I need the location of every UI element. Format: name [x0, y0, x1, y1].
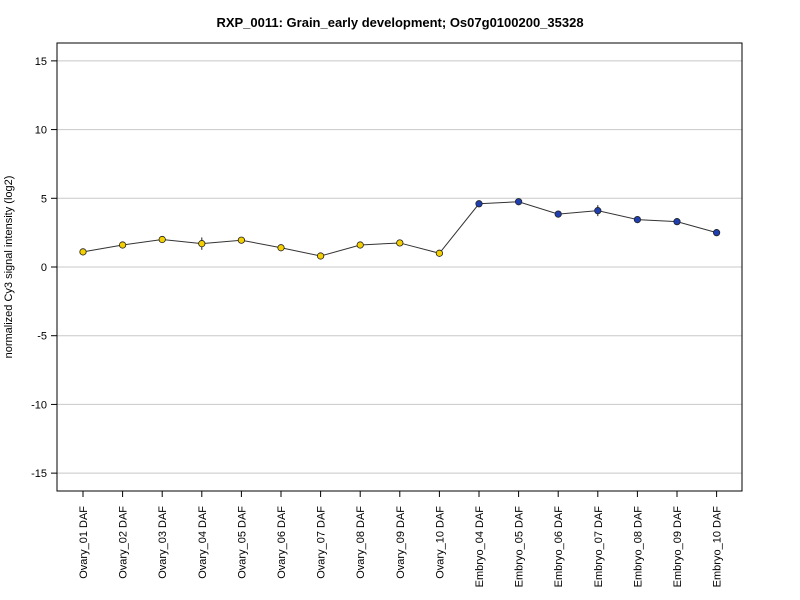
- x-tick-label: Embryo_04 DAF: [474, 506, 486, 588]
- chart-title: RXP_0011: Grain_early development; Os07g…: [216, 15, 583, 30]
- x-tick-label: Ovary_08 DAF: [355, 506, 367, 579]
- y-tick-label: 0: [41, 262, 47, 274]
- y-tick-label: 15: [35, 56, 47, 68]
- series-line: [82, 201, 717, 257]
- data-point: [554, 210, 562, 218]
- data-point: [158, 235, 166, 244]
- y-tick-label: -10: [31, 399, 47, 411]
- data-point: [712, 229, 721, 237]
- data-point: [633, 215, 642, 224]
- x-tick-label: Ovary_03 DAF: [157, 506, 169, 579]
- data-point: [396, 239, 404, 247]
- x-tick-label: Ovary_10 DAF: [434, 506, 446, 579]
- data-point: [198, 240, 206, 248]
- x-tick-label: Ovary_09 DAF: [395, 506, 407, 579]
- data-point: [673, 218, 681, 226]
- series: [79, 198, 721, 260]
- x-tick-label: Ovary_01 DAF: [78, 506, 90, 579]
- data-point: [435, 249, 443, 257]
- x-tick-label: Embryo_08 DAF: [632, 506, 644, 588]
- data-point: [594, 207, 602, 215]
- data-point: [356, 241, 364, 249]
- plot-frame: [56, 42, 743, 492]
- x-tick-label: Ovary_06 DAF: [276, 506, 288, 579]
- x-tick-label: Ovary_02 DAF: [118, 506, 130, 579]
- x-tick-label: Embryo_05 DAF: [514, 506, 526, 588]
- data-point: [79, 248, 87, 256]
- y-tick-label: 5: [41, 193, 47, 205]
- x-tick-label: Ovary_05 DAF: [236, 506, 248, 579]
- data-point: [277, 244, 285, 252]
- data-point: [475, 200, 483, 208]
- grid-lines: [57, 60, 742, 474]
- y-axis: -15 -10 -5 0 5 10 15: [31, 56, 57, 480]
- data-point: [237, 236, 245, 244]
- y-tick-label: -15: [31, 468, 47, 480]
- data-point: [316, 252, 325, 260]
- x-tick-label: Embryo_07 DAF: [593, 506, 605, 588]
- data-point: [514, 198, 523, 206]
- y-axis-label: normalized Cy3 signal intensity (log2): [3, 176, 15, 359]
- x-tick-label: Ovary_07 DAF: [316, 506, 328, 579]
- y-tick-label: -5: [37, 331, 47, 343]
- x-tick-label: Embryo_09 DAF: [672, 506, 684, 588]
- x-tick-label: Ovary_04 DAF: [197, 506, 209, 579]
- x-tick-label: Embryo_10 DAF: [712, 506, 724, 588]
- y-tick-label: 10: [35, 125, 47, 137]
- data-point: [119, 241, 127, 249]
- x-axis: Ovary_01 DAF Ovary_02 DAF Ovary_03 DAF Ovar…: [78, 491, 724, 587]
- x-tick-label: Embryo_06 DAF: [553, 506, 565, 588]
